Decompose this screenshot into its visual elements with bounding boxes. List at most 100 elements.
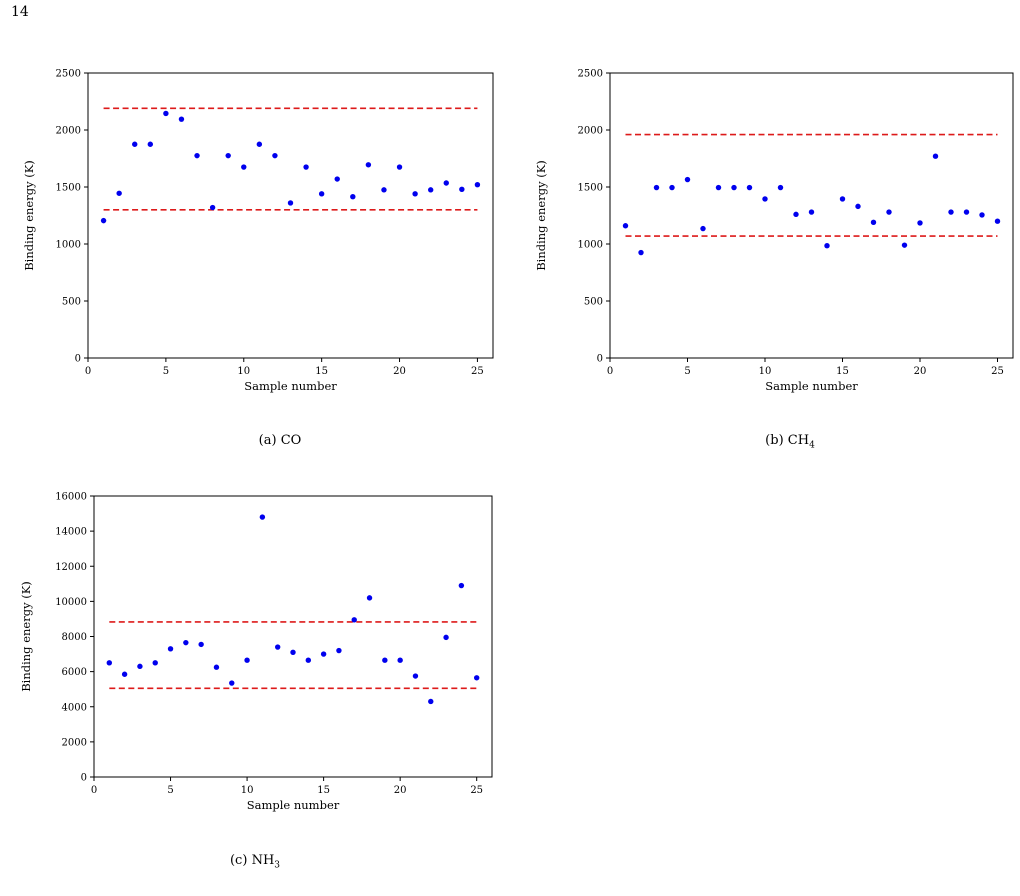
data-point [412,673,419,679]
data-point [839,196,846,202]
data-point [808,209,815,215]
data-point [318,191,325,197]
y-tick-label: 2000 [578,126,603,137]
caption-species: NH [251,853,275,868]
data-point [213,664,220,670]
data-point [824,243,830,249]
data-point [183,639,189,646]
caption-label: (b) [765,433,784,448]
x-tick-label: 25 [470,785,483,796]
data-point [979,212,985,218]
data-point [167,646,174,652]
y-tick-label: 0 [81,773,87,784]
data-point [474,182,481,188]
data-point [241,164,247,170]
data-point [777,184,784,191]
x-tick-label: 0 [607,366,613,377]
data-point [225,152,231,159]
x-tick-label: 0 [85,366,91,377]
data-point [290,649,296,656]
data-point [762,196,768,202]
x-axis-label: Sample number [244,379,337,393]
data-point [715,184,722,191]
plot-frame [93,495,493,778]
caption-label: (c) [229,853,248,868]
data-point [443,634,449,641]
x-tick-label: 15 [317,785,330,796]
x-tick-label: 5 [684,366,690,377]
data-point [731,184,737,191]
y-tick-label: 4000 [62,702,87,713]
data-point [209,204,216,211]
data-point [381,187,387,193]
caption-subscript: 4 [809,440,815,451]
y-tick-label: 2000 [56,126,81,137]
x-tick-label: 5 [163,366,169,377]
y-tick-label: 16000 [55,492,87,503]
data-point [473,675,480,681]
data-point [855,203,861,210]
data-point [366,595,373,601]
y-tick-label: 500 [62,297,81,308]
y-axis-label: Binding energy (K) [22,160,36,271]
data-point [334,176,340,182]
y-tick-label: 12000 [55,562,87,573]
caption-species: CO [280,433,302,448]
data-point [963,209,970,215]
data-point [917,220,923,226]
data-point [178,116,185,122]
data-point [638,249,644,256]
data-point [443,180,449,186]
data-point [458,582,465,589]
data-point [684,176,691,183]
data-point [932,153,939,159]
data-point [382,657,388,663]
data-point [244,657,250,663]
y-tick-label: 1000 [578,240,603,251]
caption-species: CH [787,433,810,448]
y-tick-label: 1500 [578,183,603,194]
data-point [100,217,107,224]
data-point [350,193,356,200]
y-tick-label: 6000 [62,667,87,678]
data-point [320,651,327,657]
y-tick-label: 500 [584,297,603,308]
caption-co: (a) CO [190,433,370,451]
y-tick-label: 1000 [56,240,81,251]
page-number: 14 [11,4,29,20]
chart-co: 0 5 10 15 20 25 0 500 1000 1500 2000 2500 Sample num… [22,69,494,393]
data-point [669,184,675,191]
data-point [746,184,753,191]
x-tick-label: 20 [914,366,927,377]
data-point [147,141,154,147]
data-point [653,184,660,191]
plot-frame [609,72,1014,359]
data-point [886,209,892,215]
y-tick-label: 1500 [56,183,81,194]
data-point [106,660,113,666]
x-tick-label: 0 [91,785,97,796]
data-point [622,223,629,229]
y-axis-label: Binding energy (K) [534,160,548,271]
data-point [256,141,263,147]
x-tick-label: 15 [836,366,849,377]
y-tick-label: 2500 [578,69,603,80]
x-tick-label: 25 [991,366,1004,377]
data-point [428,698,434,705]
x-axis-label: Sample number [765,379,858,393]
data-point [132,141,138,147]
data-point [700,225,706,232]
data-point [948,209,954,215]
y-tick-label: 8000 [62,632,87,643]
caption-subscript: 3 [274,860,281,871]
x-tick-label: 10 [759,366,772,377]
data-point [396,164,403,170]
y-tick-label: 2000 [62,737,87,748]
data-point [459,186,465,192]
data-point [163,110,169,117]
caption-label: (a) [258,433,277,448]
y-tick-label: 0 [75,354,81,365]
x-tick-label: 20 [394,785,407,796]
x-tick-label: 20 [393,366,406,377]
data-point [994,218,1001,224]
